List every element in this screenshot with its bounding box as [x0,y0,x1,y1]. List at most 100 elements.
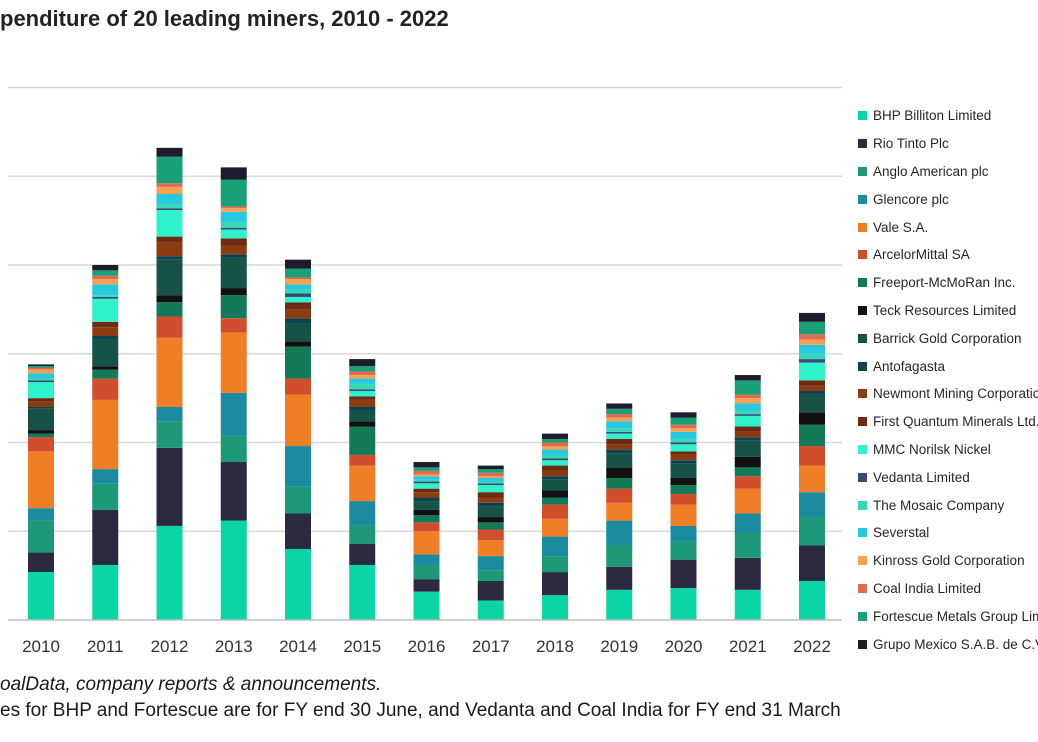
bar-segment [477,570,504,581]
bar-stack [413,462,440,620]
bar-segment [799,391,825,395]
bar-segment [734,437,761,441]
bar-segment [92,265,119,271]
bar-segment [156,421,183,448]
bar-segment [413,492,440,498]
bar-segment [220,211,247,223]
bar-segment [349,359,376,367]
bar-segment [670,559,697,589]
bar-segment [349,378,376,384]
bar-segment [734,410,761,415]
bar-segment [349,396,376,400]
legend-swatch [858,305,867,315]
bar-segment [670,431,697,439]
bar-segment [285,346,311,379]
bar-segment [413,474,440,477]
bar-segment [156,204,183,209]
foot-note: es for BHP and Fortescue are for FY end … [0,700,841,721]
bar-segment [413,501,440,510]
bar-segment [92,509,119,565]
bar-segment [156,295,183,303]
bar-segment [92,295,119,297]
bar-segment [92,399,119,470]
bar-segment [28,437,54,452]
bar-segment [799,380,825,386]
legend-swatch [858,250,867,260]
bar-segment [156,183,183,187]
bar-segment [477,485,504,493]
bar-segment [285,513,311,549]
bar-segment [285,318,311,324]
bar-segment [606,502,633,521]
bar-segment [734,476,761,489]
bar-segment [477,481,504,484]
bar-segment [92,336,119,340]
legend-swatch [858,583,867,593]
bar-segment [670,485,697,494]
bar-segment [734,467,761,477]
bar-segment [799,312,825,322]
bar-segment [28,364,54,367]
bar-segment [799,545,825,581]
bar-segment [220,229,247,239]
bar-segment [28,430,54,434]
bar-segment [542,595,568,620]
bar-segment [92,275,119,280]
bar-segment [220,318,247,333]
legend-item: Severstal [858,519,1038,547]
bar-segment [670,417,697,425]
bar-segment [606,545,633,567]
bar-segment [349,407,376,411]
bar-segment [349,421,376,427]
bar-segment [734,414,761,416]
bar-segment [542,446,568,450]
bar-segment [156,241,183,257]
bar-segment [349,371,376,376]
bar-segment [606,453,633,468]
bar-segment [349,426,376,455]
bar-segment [92,564,119,620]
bar-segment [285,341,311,347]
bar-segment [799,394,825,413]
bar-stack [606,403,633,620]
bar-segment [799,492,825,518]
bar-segment [349,391,376,397]
bar-segment [413,470,440,475]
bar-segment [349,564,376,620]
bar-segment [542,497,568,505]
bar-segment [670,541,697,560]
bar-segment [156,447,183,526]
bar-segment [28,508,54,521]
bar-segment [220,295,247,319]
bar-segment [285,549,311,620]
bar-segment [413,564,440,580]
bar-segment [220,462,247,521]
x-tick-label: 2014 [279,637,317,656]
bar-segment [285,279,311,285]
bar-segment [477,556,504,571]
bar-segment [734,380,761,395]
bar-segment [349,375,376,379]
legend-label: Vedanta Limited [873,469,970,485]
legend-item: Grupo Mexico S.A.B. de C.V. [858,630,1038,658]
bar-segment [542,442,568,447]
bar-segment [542,470,568,477]
legend-swatch [858,417,867,427]
bar-segment [734,488,761,514]
bar-segment [799,446,825,466]
legend-label: First Quantum Minerals Ltd. [873,414,1038,430]
bar-stack [799,312,825,620]
x-tick-label: 2010 [22,637,60,656]
gridlines [8,86,842,532]
bar-segment [156,236,183,242]
legend-swatch [858,194,867,204]
bar-segment [349,389,376,392]
legend-swatch [858,389,867,399]
bar-segment [606,421,633,429]
bar-segment [606,417,633,422]
bar-segment [670,588,697,620]
bar-segment [606,449,633,454]
legend-label: ArcelorMittal SA [873,247,970,263]
bar-segment [542,476,568,480]
bar-segment [413,467,440,471]
